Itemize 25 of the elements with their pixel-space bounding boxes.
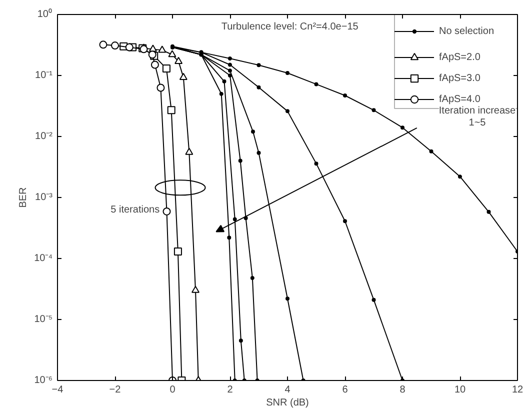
x-tick-label: −4: [52, 384, 64, 396]
legend-label: fApS=2.0: [439, 50, 482, 64]
x-axis-title: SNR (dB): [266, 398, 309, 408]
y-tick-label: 10⁻⁵: [34, 314, 53, 325]
annotation: Turbulence level: Cn²=4.0e−15: [221, 22, 359, 33]
x-tick-label: 12: [512, 384, 524, 396]
x-tick-label: 4: [284, 384, 291, 396]
y-tick-label: 10⁻¹: [35, 70, 54, 81]
x-tick-label: 2: [227, 384, 234, 396]
legend-label: fApS=4.0: [439, 94, 480, 104]
y-tick-label: 10⁰: [37, 8, 52, 20]
y-tick-label: 10⁻⁶: [34, 375, 53, 386]
y-tick-label: 10⁻⁴: [34, 253, 52, 264]
x-tick-label: −2: [109, 384, 122, 396]
annotation: Iteration increase 1~5: [438, 106, 516, 129]
y-tick-label: 10⁻²: [35, 131, 54, 142]
x-tick-label: 6: [342, 384, 348, 396]
legend-label: No selection: [439, 24, 496, 38]
y-tick-label: 10⁻³: [35, 192, 54, 203]
y-axis-title: BER: [18, 187, 30, 208]
x-tick-label: 10: [454, 384, 466, 396]
legend-label: fApS=3.0: [439, 72, 482, 86]
x-tick-label: 0: [170, 384, 176, 396]
annotation: 5 iterations: [110, 204, 160, 216]
x-tick-label: 8: [400, 384, 406, 396]
